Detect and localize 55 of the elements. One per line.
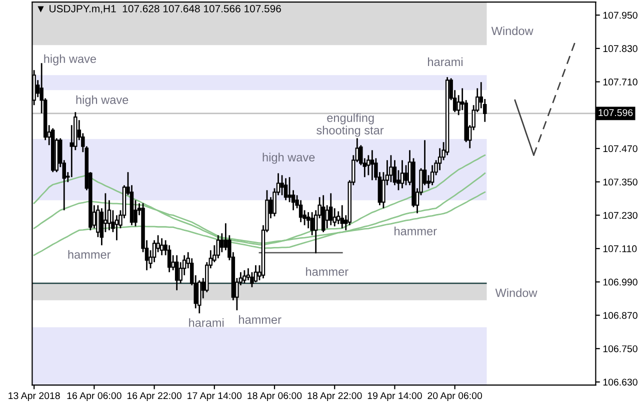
y-tick-label: 107.350 — [603, 178, 638, 186]
annotation: engulfing — [327, 113, 374, 124]
x-tick-label: 16 Apr 22:00 — [127, 392, 182, 402]
candlestick — [321, 194, 326, 233]
candlestick — [160, 238, 164, 256]
y-tick-label: 107.830 — [603, 45, 638, 52]
x-tick-label: 18 Apr 06:00 — [248, 392, 302, 402]
candlestick — [370, 149, 374, 181]
x-tick-label: 13 Apr 2018 — [8, 392, 60, 402]
y-tick-label: 107.230 — [603, 212, 638, 219]
annotation: hammer — [306, 267, 348, 276]
candlestick — [430, 164, 434, 186]
candlestick — [392, 159, 397, 186]
annotation: hammer — [68, 250, 111, 259]
annotation: high wave — [262, 152, 315, 164]
y-tick-label: 106.750 — [603, 345, 638, 352]
x-tick-label: 16 Apr 06:00 — [67, 392, 122, 402]
x-tick-label: 19 Apr 14:00 — [368, 392, 422, 402]
y-tick-label: 106.870 — [603, 312, 638, 319]
candlestick — [389, 154, 393, 183]
annotation: harami — [428, 57, 462, 66]
y-tick-label: 106.990 — [603, 278, 638, 286]
annotation: Window — [491, 26, 534, 36]
y-tick-label: 107.110 — [603, 245, 637, 252]
ref-line-label: 107.596 — [598, 109, 633, 116]
candlestick — [310, 211, 314, 236]
candlestick — [404, 164, 408, 186]
x-tick-label: 18 Apr 22:00 — [308, 392, 362, 402]
chart-title: ▼ USDJPY.m,H1 107.628 107.648 107.566 107.596 — [38, 4, 281, 14]
candlestick — [242, 270, 246, 284]
candlestick — [400, 159, 404, 189]
annotation: high wave — [44, 54, 96, 66]
annotation: harami — [189, 318, 224, 327]
y-tick-label: 106.630 — [603, 378, 638, 386]
candlestick — [280, 174, 284, 196]
candlestick — [174, 254, 179, 291]
annotation: shooting star — [316, 126, 384, 137]
candlestick — [216, 234, 220, 259]
y-tick-label: 107.950 — [603, 12, 638, 19]
x-tick-label: 17 Apr 14:00 — [188, 392, 242, 402]
annotation: hammer — [239, 315, 282, 324]
y-tick-label: 107.470 — [603, 145, 638, 152]
x-tick-label: 20 Apr 06:00 — [428, 392, 482, 402]
candlestick — [284, 178, 288, 201]
annotation: high wave — [76, 95, 128, 106]
annotation: hammer — [394, 226, 437, 236]
candlestick — [288, 176, 292, 203]
candlestick — [366, 154, 370, 176]
candlestick — [254, 264, 258, 283]
candlestick — [220, 232, 224, 253]
y-tick-label: 107.710 — [603, 78, 638, 86]
candlestick — [340, 204, 344, 229]
candlestick — [325, 204, 329, 229]
candlestick — [328, 192, 333, 226]
annotation: Window — [495, 288, 538, 298]
